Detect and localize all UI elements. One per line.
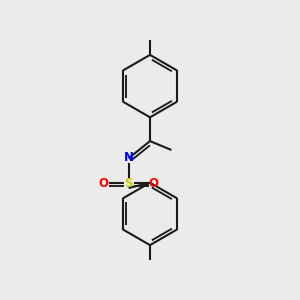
Text: O: O — [148, 177, 159, 190]
Text: N: N — [124, 151, 134, 164]
Text: S: S — [124, 177, 133, 190]
Text: O: O — [99, 177, 109, 190]
